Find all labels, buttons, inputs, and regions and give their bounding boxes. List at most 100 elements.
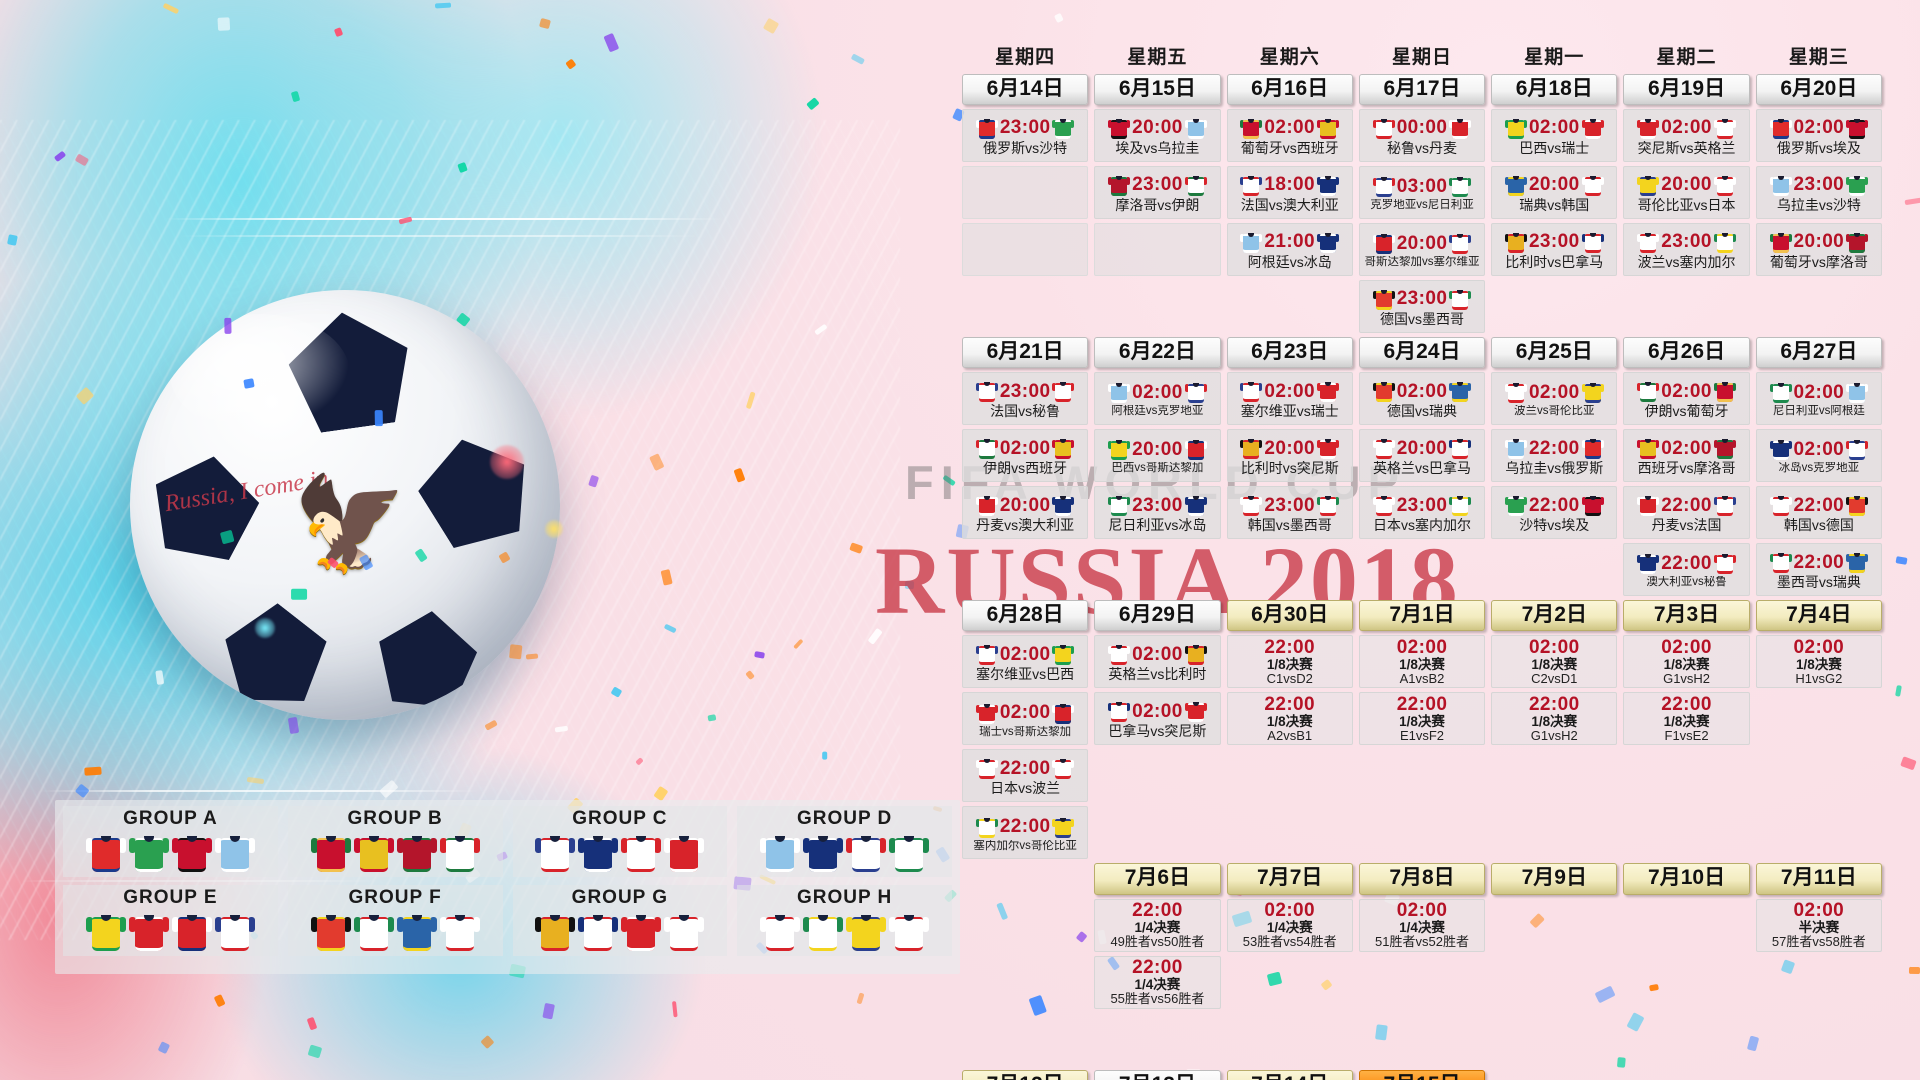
group-match-cell[interactable]: 20:00 巴西vs哥斯达黎加	[1094, 429, 1221, 483]
date-header[interactable]: 7月15日	[1358, 1069, 1486, 1080]
group-match-cell[interactable]: 02:00 尼日利亚vs阿根廷	[1755, 372, 1882, 426]
group-match-cell[interactable]: 00:00 秘鲁vs丹麦	[1358, 109, 1486, 163]
group-match-cell[interactable]: 23:00 德国vs墨西哥	[1358, 280, 1486, 334]
date-header[interactable]: 7月1日	[1358, 600, 1486, 632]
group-match-cell[interactable]: 02:00 巴西vs瑞士	[1491, 109, 1618, 163]
date-header[interactable]: 7月3日	[1623, 600, 1750, 632]
knockout-match-cell[interactable]: 22:00 1/4决赛 49胜者vs50胜者	[1094, 898, 1221, 952]
group-match-cell[interactable]: 22:00 沙特vs埃及	[1491, 486, 1618, 540]
group-match-cell[interactable]: 22:00 丹麦vs法国	[1623, 486, 1750, 540]
knockout-match-cell[interactable]: 22:00 1/8决赛 A2vsB1	[1226, 692, 1353, 746]
group-match-cell[interactable]: 21:00 阿根廷vs冰岛	[1226, 223, 1353, 277]
date-header[interactable]: 6月23日	[1226, 337, 1353, 369]
knockout-match-cell[interactable]: 22:00 1/8决赛 F1vsE2	[1623, 692, 1750, 746]
group-box-g[interactable]: GROUP G	[512, 885, 728, 956]
group-match-cell[interactable]: 23:00 日本vs塞内加尔	[1358, 486, 1486, 540]
group-box-f[interactable]: GROUP F	[287, 885, 503, 956]
date-header[interactable]: 6月30日	[1226, 600, 1353, 632]
date-header[interactable]: 6月18日	[1491, 74, 1618, 106]
date-header[interactable]: 7月9日	[1491, 863, 1618, 895]
date-header[interactable]: 6月17日	[1358, 74, 1486, 106]
group-match-cell[interactable]: 02:00 伊朗vs西班牙	[962, 429, 1089, 483]
group-match-cell[interactable]: 22:00 乌拉圭vs俄罗斯	[1491, 429, 1618, 483]
group-match-cell[interactable]: 20:00 埃及vs乌拉圭	[1094, 109, 1221, 163]
group-match-cell[interactable]: 23:00 尼日利亚vs冰岛	[1094, 486, 1221, 540]
group-box-h[interactable]: GROUP H	[737, 885, 952, 956]
group-match-cell[interactable]: 23:00 波兰vs塞内加尔	[1623, 223, 1750, 277]
date-header[interactable]: 6月29日	[1094, 600, 1221, 632]
group-match-cell[interactable]: 20:00 比利时vs突尼斯	[1226, 429, 1353, 483]
group-match-cell[interactable]: 22:00 墨西哥vs瑞典	[1755, 543, 1882, 597]
knockout-match-cell[interactable]: 02:00 1/8决赛 C2vsD1	[1491, 635, 1618, 689]
date-header[interactable]: 7月4日	[1755, 600, 1882, 632]
group-match-cell[interactable]: 02:00 塞尔维亚vs瑞士	[1226, 372, 1353, 426]
date-header[interactable]: 6月14日	[962, 74, 1089, 106]
group-match-cell[interactable]: 22:00 塞内加尔vs哥伦比亚	[962, 806, 1089, 860]
knockout-match-cell[interactable]: 22:00 1/8决赛 G1vsH2	[1491, 692, 1618, 746]
date-header[interactable]: 7月6日	[1094, 863, 1221, 895]
knockout-match-cell[interactable]: 22:00 1/8决赛 C1vsD2	[1226, 635, 1353, 689]
date-header[interactable]: 7月7日	[1226, 863, 1353, 895]
date-header[interactable]: 6月22日	[1094, 337, 1221, 369]
group-match-cell[interactable]: 20:00 哥伦比亚vs日本	[1623, 166, 1750, 220]
group-match-cell[interactable]: 22:00 澳大利亚vs秘鲁	[1623, 543, 1750, 597]
group-match-cell[interactable]: 23:00 韩国vs墨西哥	[1226, 486, 1353, 540]
group-match-cell[interactable]: 02:00 突尼斯vs英格兰	[1623, 109, 1750, 163]
group-match-cell[interactable]: 20:00 葡萄牙vs摩洛哥	[1755, 223, 1882, 277]
group-match-cell[interactable]: 02:00 德国vs瑞典	[1358, 372, 1486, 426]
group-match-cell[interactable]: 02:00 伊朗vs葡萄牙	[1623, 372, 1750, 426]
group-match-cell[interactable]: 02:00 波兰vs哥伦比亚	[1491, 372, 1618, 426]
date-header[interactable]: 7月11日	[1755, 863, 1882, 895]
knockout-match-cell[interactable]: 22:00 1/8决赛 E1vsF2	[1358, 692, 1486, 746]
date-header[interactable]: 6月15日	[1094, 74, 1221, 106]
date-header[interactable]: 6月21日	[962, 337, 1089, 369]
group-match-cell[interactable]: 02:00 塞尔维亚vs巴西	[962, 635, 1089, 689]
group-match-cell[interactable]: 02:00 冰岛vs克罗地亚	[1755, 429, 1882, 483]
knockout-match-cell[interactable]: 22:00 1/4决赛 55胜者vs56胜者	[1094, 955, 1221, 1009]
group-box-e[interactable]: GROUP E	[63, 885, 278, 956]
group-box-a[interactable]: GROUP A	[63, 806, 278, 877]
group-match-cell[interactable]: 22:00 韩国vs德国	[1755, 486, 1882, 540]
group-match-cell[interactable]: 22:00 日本vs波兰	[962, 749, 1089, 803]
group-match-cell[interactable]: 02:00 俄罗斯vs埃及	[1755, 109, 1882, 163]
group-match-cell[interactable]: 02:00 西班牙vs摩洛哥	[1623, 429, 1750, 483]
group-match-cell[interactable]: 20:00 哥斯达黎加vs塞尔维亚	[1358, 223, 1486, 277]
group-box-c[interactable]: GROUP C	[512, 806, 728, 877]
knockout-match-cell[interactable]: 02:00 1/8决赛 H1vsG2	[1755, 635, 1882, 689]
date-header[interactable]: 6月28日	[962, 600, 1089, 632]
date-header[interactable]: 7月13日	[1094, 1069, 1221, 1080]
date-header[interactable]: 6月16日	[1226, 74, 1353, 106]
group-box-b[interactable]: GROUP B	[287, 806, 503, 877]
date-header[interactable]: 6月19日	[1623, 74, 1750, 106]
group-match-cell[interactable]: 20:00 丹麦vs澳大利亚	[962, 486, 1089, 540]
knockout-match-cell[interactable]: 02:00 1/8决赛 G1vsH2	[1623, 635, 1750, 689]
group-match-cell[interactable]: 23:00 乌拉圭vs沙特	[1755, 166, 1882, 220]
group-match-cell[interactable]: 23:00 摩洛哥vs伊朗	[1094, 166, 1221, 220]
group-match-cell[interactable]: 02:00 瑞士vs哥斯达黎加	[962, 692, 1089, 746]
date-header[interactable]: 6月25日	[1491, 337, 1618, 369]
knockout-match-cell[interactable]: 02:00 1/4决赛 53胜者vs54胜者	[1226, 898, 1353, 952]
date-header[interactable]: 6月26日	[1623, 337, 1750, 369]
group-match-cell[interactable]: 02:00 阿根廷vs克罗地亚	[1094, 372, 1221, 426]
date-header[interactable]: 7月12日	[962, 1069, 1089, 1080]
group-match-cell[interactable]: 23:00 俄罗斯vs沙特	[962, 109, 1089, 163]
group-match-cell[interactable]: 02:00 英格兰vs比利时	[1094, 635, 1221, 689]
date-header[interactable]: 7月8日	[1358, 863, 1486, 895]
date-header[interactable]: 6月27日	[1755, 337, 1882, 369]
date-header[interactable]: 6月24日	[1358, 337, 1486, 369]
knockout-match-cell[interactable]: 02:00 1/8决赛 A1vsB2	[1358, 635, 1486, 689]
group-box-d[interactable]: GROUP D	[737, 806, 952, 877]
group-match-cell[interactable]: 23:00 比利时vs巴拿马	[1491, 223, 1618, 277]
group-match-cell[interactable]: 02:00 葡萄牙vs西班牙	[1226, 109, 1353, 163]
group-match-cell[interactable]: 03:00 克罗地亚vs尼日利亚	[1358, 166, 1486, 220]
group-match-cell[interactable]: 20:00 瑞典vs韩国	[1491, 166, 1618, 220]
date-header[interactable]: 6月20日	[1755, 74, 1882, 106]
group-match-cell[interactable]: 18:00 法国vs澳大利亚	[1226, 166, 1353, 220]
group-match-cell[interactable]: 20:00 英格兰vs巴拿马	[1358, 429, 1486, 483]
date-header[interactable]: 7月2日	[1491, 600, 1618, 632]
date-header[interactable]: 7月14日	[1226, 1069, 1353, 1080]
knockout-match-cell[interactable]: 02:00 半决赛 57胜者vs58胜者	[1755, 898, 1882, 952]
knockout-match-cell[interactable]: 02:00 1/4决赛 51胜者vs52胜者	[1358, 898, 1486, 952]
date-header[interactable]: 7月10日	[1623, 863, 1750, 895]
group-match-cell[interactable]: 02:00 巴拿马vs突尼斯	[1094, 692, 1221, 746]
